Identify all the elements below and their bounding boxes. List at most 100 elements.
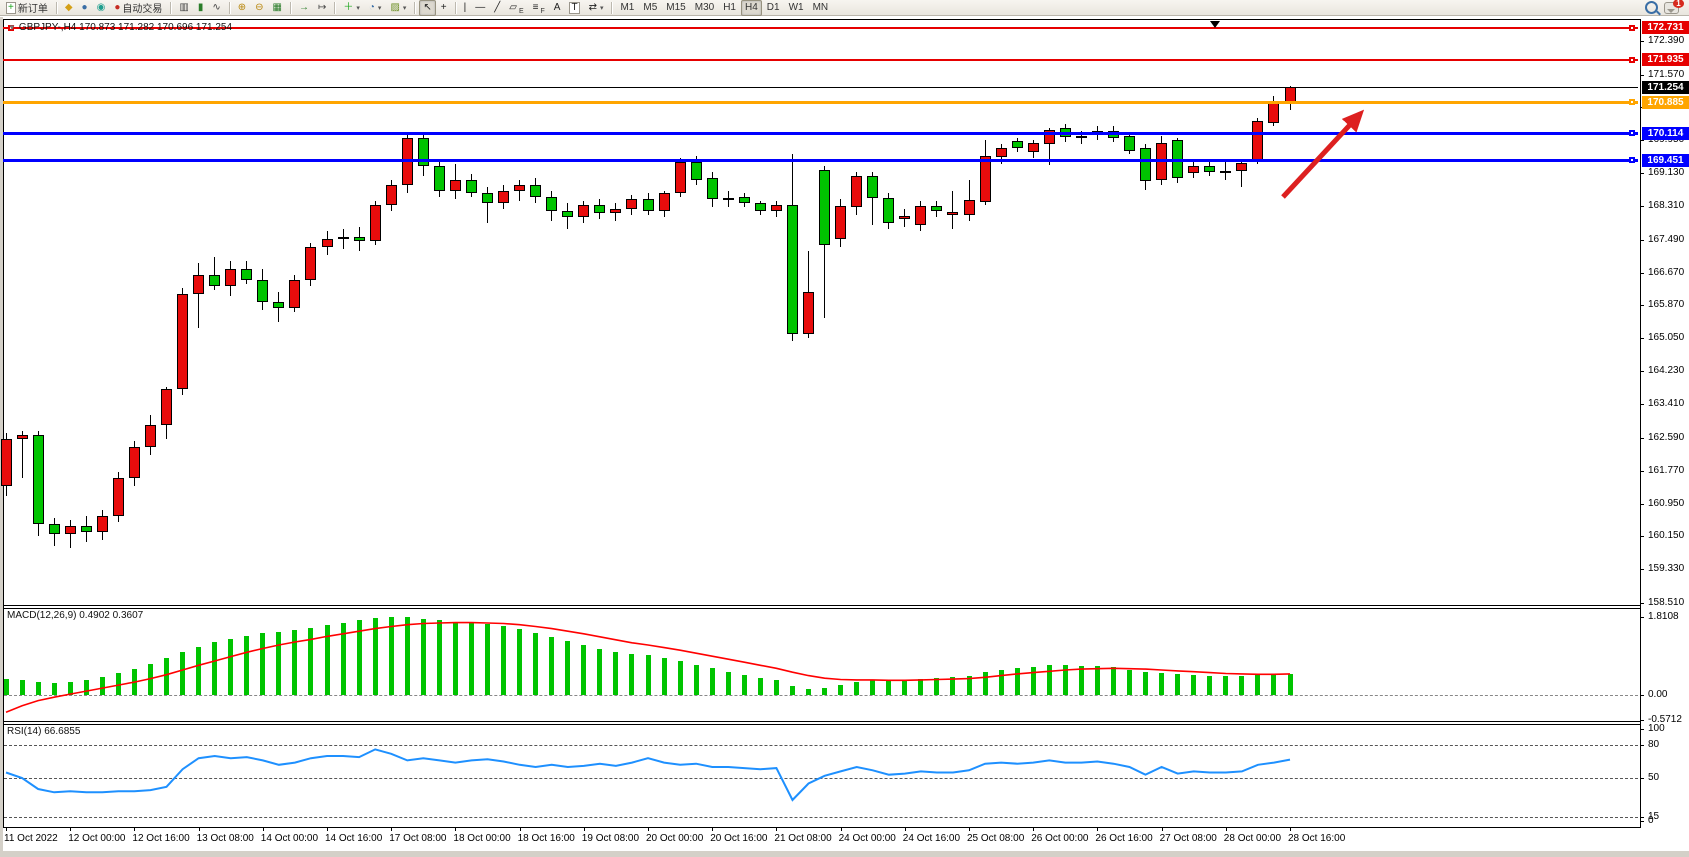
signals-button[interactable]: ◉ [93, 0, 110, 16]
notifications-icon[interactable]: 1 [1664, 0, 1684, 14]
price-tick-mark [1640, 140, 1644, 142]
timeframe-m5-label: M5 [643, 2, 658, 13]
timeframe-m1-label: M1 [620, 2, 635, 13]
one-click-trading-collapse-icon[interactable]: ▼ [8, 23, 16, 32]
timeframe-mn-button[interactable]: MN [809, 0, 833, 16]
time-tick-mark [712, 827, 714, 831]
periods-button[interactable]: ◔ ▾ [365, 0, 386, 16]
candle-body-bull [770, 204, 782, 211]
price-line-handle[interactable] [8, 24, 14, 31]
price-line-172.731[interactable] [3, 26, 1638, 29]
price-line-171.935[interactable] [3, 58, 1638, 61]
timeframe-d1-button[interactable]: D1 [763, 0, 784, 16]
price-line-169.451[interactable] [3, 158, 1638, 162]
macd-histogram-bar [533, 632, 539, 695]
macd-histogram-bar [1062, 665, 1068, 695]
macd-histogram-bar [1239, 676, 1245, 695]
macd-histogram-bar [838, 685, 844, 695]
candle-body-bear [642, 198, 654, 211]
candle-body-bear [32, 435, 44, 525]
templates-button[interactable]: ▨ ▾ [386, 0, 410, 16]
crosshair-button[interactable]: + [437, 0, 451, 16]
macd-histogram-bar [115, 673, 121, 695]
rsi-separator-top[interactable] [3, 721, 1640, 722]
time-tick-mark [1033, 827, 1035, 831]
candle-body-bull [610, 208, 622, 213]
text-label-button[interactable]: T [565, 0, 583, 16]
candle-body-bull [225, 269, 237, 286]
candle-body-bear [594, 204, 606, 213]
price-line-handle[interactable] [1629, 130, 1635, 137]
candle-body-bull [16, 435, 28, 440]
candle-body-bear [257, 279, 269, 302]
rsi-separator-bottom[interactable] [3, 724, 1640, 725]
candle-body-bull [514, 184, 526, 191]
profile-button[interactable]: ● [78, 0, 92, 16]
new-order-button[interactable]: + 新订单 [2, 0, 52, 16]
candle-wick [214, 257, 216, 290]
zoom-out-button[interactable]: ⊖ [251, 0, 267, 16]
trend-arrow-annotation[interactable] [1281, 109, 1365, 199]
text-button[interactable]: A [550, 0, 565, 16]
timeframe-m15-button[interactable]: M15 [662, 0, 689, 16]
trendline-button[interactable]: ╱ [490, 0, 504, 16]
timeframe-m1-button[interactable]: M1 [616, 0, 638, 16]
price-line-handle[interactable] [1629, 99, 1635, 106]
candle-body-bear [1011, 140, 1023, 149]
rsi-level-line-50 [4, 778, 1638, 779]
price-line-handle[interactable] [1629, 157, 1635, 164]
notification-count-badge: 1 [1673, 0, 1684, 8]
zoom-in-button[interactable]: ⊕ [234, 0, 250, 16]
vertical-line-button[interactable]: | [460, 0, 471, 16]
timeframe-m15-label: M15 [666, 2, 686, 13]
timeframe-h4-button[interactable]: H4 [740, 0, 762, 16]
price-line-170.114[interactable] [3, 131, 1638, 135]
candle-body-bear [241, 269, 253, 280]
price-line-handle[interactable] [1629, 56, 1635, 63]
chart-shift-marker-icon[interactable] [1210, 21, 1220, 28]
fibonacci-button[interactable]: ≡ F [529, 0, 549, 16]
timeframe-m30-button[interactable]: M30 [691, 0, 718, 16]
price-tick-mark [1640, 74, 1644, 76]
horizontal-line-button[interactable]: — [471, 0, 489, 16]
timeframe-h1-button[interactable]: H1 [719, 0, 740, 16]
indicators-button[interactable]: ＋ ▾ [339, 0, 364, 16]
cursor-button[interactable]: ↖ [419, 0, 436, 16]
line-chart-button[interactable]: ∿ [208, 0, 224, 16]
candle-body-bull [321, 239, 333, 248]
candle-wick [21, 431, 23, 478]
macd-histogram-bar [51, 682, 57, 695]
candle-body-bear [1140, 148, 1152, 182]
macd-histogram-bar [260, 632, 266, 695]
arrows-button[interactable]: ⇄ ▾ [585, 0, 608, 16]
price-line-171.254[interactable] [3, 86, 1638, 88]
macd-histogram-bar [436, 620, 442, 695]
price-badge: 170.114 [1642, 126, 1689, 140]
chart-shift-button[interactable]: ↦ [314, 0, 330, 16]
auto-scroll-button[interactable]: → [295, 0, 313, 16]
macd-separator-bottom[interactable] [3, 608, 1640, 609]
bar-chart-button[interactable]: ▥ [175, 0, 192, 16]
wizard-button[interactable]: ◆ [61, 0, 77, 16]
candle-body-bear [530, 184, 542, 197]
candlestick-chart-button[interactable]: ▮ [194, 0, 208, 16]
candle-wick [342, 229, 344, 250]
candlestick-chart-icon: ▮ [197, 1, 204, 13]
price-line-170.885[interactable] [3, 100, 1638, 104]
time-tick-label: 24 Oct 00:00 [838, 833, 896, 844]
price-line-handle[interactable] [1629, 24, 1635, 31]
macd-tick-label: 1.8108 [1648, 610, 1679, 622]
timeframe-w1-button[interactable]: W1 [785, 0, 808, 16]
candle-wick [1048, 127, 1050, 166]
price-tick-mark [1640, 569, 1644, 571]
candle-body-bull [289, 279, 301, 308]
search-icon[interactable] [1645, 1, 1658, 14]
equidistant-channel-button[interactable]: ▱ E [505, 0, 527, 16]
macd-separator-top[interactable] [3, 605, 1640, 606]
autotrading-button[interactable]: ● 自动交易 [110, 0, 166, 16]
tile-windows-button[interactable]: ▦ [269, 0, 286, 16]
macd-histogram-bar [565, 641, 571, 695]
candle-body-bull [851, 176, 863, 208]
timeframe-m5-button[interactable]: M5 [639, 0, 661, 16]
price-tick-mark [1640, 437, 1644, 439]
